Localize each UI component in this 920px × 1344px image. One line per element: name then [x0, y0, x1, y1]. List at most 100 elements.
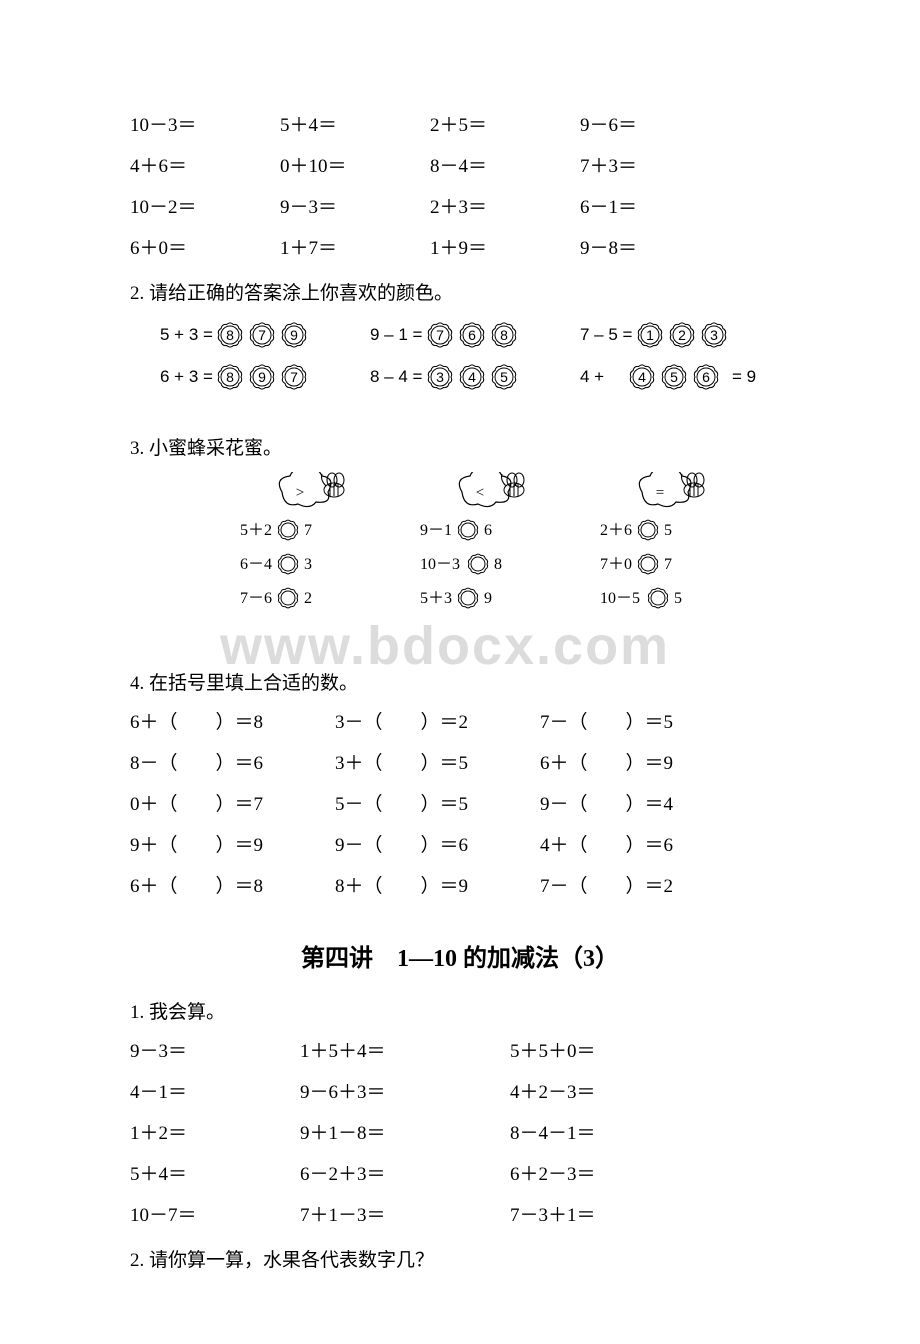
arith-cell: 1＋7＝ [280, 233, 430, 260]
fill-row: 8－（ ）＝63＋（ ）＝56＋（ ）＝9 [130, 748, 790, 775]
arith-cell: 6＋0＝ [130, 233, 280, 260]
svg-text:6: 6 [484, 522, 492, 539]
svg-text:7: 7 [664, 556, 672, 573]
arith-cell: 5＋4＝ [130, 1159, 300, 1186]
svg-text:>: > [296, 485, 304, 501]
s4q1-label: 1. 我会算。 [130, 997, 790, 1024]
arith-cell: 9－6＝ [580, 110, 730, 137]
fill-row: 0＋（ ）＝75－（ ）＝59－（ ）＝4 [130, 789, 790, 816]
svg-text:6: 6 [468, 327, 476, 343]
arith-cell: 4＋6＝ [130, 151, 280, 178]
arith-cell: 8－4－1＝ [510, 1118, 710, 1145]
svg-text:4: 4 [638, 369, 646, 385]
arith-row: 10－3＝5＋4＝2＋5＝9－6＝ [130, 110, 790, 137]
arith-row: 4＋6＝0＋10＝8－4＝7＋3＝ [130, 151, 790, 178]
svg-text:10－3: 10－3 [420, 556, 460, 573]
arith-cell: 1＋9＝ [430, 233, 580, 260]
section1: 10－3＝5＋4＝2＋5＝9－6＝4＋6＝0＋10＝8－4＝7＋3＝10－2＝9… [130, 110, 790, 260]
arith-cell: 9－3＝ [130, 1036, 300, 1063]
svg-text:4 +: 4 + [580, 367, 604, 386]
fill-cell: 4＋（ ）＝6 [540, 830, 745, 857]
s4q2-label: 2. 请你算一算，水果各代表数字几？ [130, 1245, 790, 1272]
arith-row: 10－7＝7＋1－3＝7－3＋1＝ [130, 1200, 790, 1227]
svg-text:5: 5 [674, 590, 682, 607]
fill-cell: 5－（ ）＝5 [335, 789, 540, 816]
svg-text:2＋6: 2＋6 [600, 522, 632, 539]
svg-text:6: 6 [702, 369, 710, 385]
svg-text:7＋0: 7＋0 [600, 556, 632, 573]
arith-row: 4－1＝9－6＋3＝4＋2－3＝ [130, 1077, 790, 1104]
svg-text:7: 7 [304, 522, 312, 539]
fill-cell: 8＋（ ）＝9 [335, 871, 540, 898]
arith-cell: 1＋2＝ [130, 1118, 300, 1145]
q2-label: 2. 请给正确的答案涂上你喜欢的颜色。 [130, 278, 790, 305]
fill-cell: 3＋（ ）＝5 [335, 748, 540, 775]
q4-rows: 6＋（ ）＝83－（ ）＝27－（ ）＝58－（ ）＝63＋（ ）＝56＋（ ）… [130, 707, 790, 898]
svg-text:9: 9 [290, 327, 298, 343]
arith-cell: 9－3＝ [280, 192, 430, 219]
arith-row: 10－2＝9－3＝2＋3＝6－1＝ [130, 192, 790, 219]
arith-cell: 7＋3＝ [580, 151, 730, 178]
fill-row: 6＋（ ）＝83－（ ）＝27－（ ）＝5 [130, 707, 790, 734]
svg-text:7－6: 7－6 [240, 590, 272, 607]
svg-text:<: < [476, 485, 484, 501]
arith-cell: 10－2＝ [130, 192, 280, 219]
svg-text:7: 7 [436, 327, 444, 343]
arith-row: 6＋0＝1＋7＝1＋9＝9－8＝ [130, 233, 790, 260]
arith-cell: 6－2＋3＝ [300, 1159, 510, 1186]
svg-text:= 9: = 9 [732, 367, 756, 386]
svg-text:2: 2 [678, 327, 686, 343]
svg-text:3: 3 [710, 327, 718, 343]
svg-text:9－1: 9－1 [420, 522, 452, 539]
svg-text:3: 3 [436, 369, 444, 385]
arith-cell: 9＋1－8＝ [300, 1118, 510, 1145]
arith-cell: 7－3＋1＝ [510, 1200, 710, 1227]
svg-text:7: 7 [290, 369, 298, 385]
s4q1-rows: 9－3＝1＋5＋4＝5＋5＋0＝ 4－1＝9－6＋3＝4＋2－3＝ 1＋2＝9＋1－… [130, 1036, 790, 1227]
arith-row: 1＋2＝9＋1－8＝8－4－1＝ [130, 1118, 790, 1145]
arith-cell: 5＋5＋0＝ [510, 1036, 710, 1063]
svg-text:=: = [656, 485, 664, 501]
fill-cell: 9－（ ）＝6 [335, 830, 540, 857]
q4-label: 4. 在括号里填上合适的数。 [130, 668, 790, 695]
arith-cell: 7＋1－3＝ [300, 1200, 510, 1227]
fill-row: 6＋（ ）＝88＋（ ）＝97－（ ）＝2 [130, 871, 790, 898]
svg-text:8 – 4 =: 8 – 4 = [370, 367, 423, 386]
q3-label: 3. 小蜜蜂采花蜜。 [130, 433, 790, 460]
fill-cell: 9－（ ）＝4 [540, 789, 745, 816]
svg-text:8: 8 [226, 327, 234, 343]
svg-text:9: 9 [258, 369, 266, 385]
fill-cell: 6＋（ ）＝9 [540, 748, 745, 775]
fill-cell: 8－（ ）＝6 [130, 748, 335, 775]
arith-row: 5＋4＝6－2＋3＝6＋2－3＝ [130, 1159, 790, 1186]
svg-text:5＋2: 5＋2 [240, 522, 272, 539]
svg-text:8: 8 [226, 369, 234, 385]
fill-cell: 0＋（ ）＝7 [130, 789, 335, 816]
svg-text:8: 8 [494, 556, 502, 573]
svg-text:4: 4 [468, 369, 476, 385]
arith-cell: 5＋4＝ [280, 110, 430, 137]
arith-row: 9－3＝1＋5＋4＝5＋5＋0＝ [130, 1036, 790, 1063]
svg-text:1: 1 [646, 327, 654, 343]
arith-cell: 9－6＋3＝ [300, 1077, 510, 1104]
svg-text:6－4: 6－4 [240, 556, 272, 573]
svg-text:5: 5 [500, 369, 508, 385]
arith-cell: 10－3＝ [130, 110, 280, 137]
section-heading: 第四讲 1—10 的加减法（3） [130, 938, 790, 973]
arith-cell: 9－8＝ [580, 233, 730, 260]
fill-cell: 3－（ ）＝2 [335, 707, 540, 734]
arith-cell: 2＋5＝ [430, 110, 580, 137]
arith-cell: 6－1＝ [580, 192, 730, 219]
arith-cell: 0＋10＝ [280, 151, 430, 178]
svg-text:5＋3: 5＋3 [420, 590, 452, 607]
svg-text:10－5: 10－5 [600, 590, 640, 607]
arith-cell: 4＋2－3＝ [510, 1077, 710, 1104]
svg-text:9 – 1 =: 9 – 1 = [370, 325, 423, 344]
fill-cell: 9＋（ ）＝9 [130, 830, 335, 857]
fill-cell: 7－（ ）＝2 [540, 871, 745, 898]
arith-cell: 6＋2－3＝ [510, 1159, 710, 1186]
q2-figure: 5 + 3 =8799 – 1 =7687 – 5 =1236 + 3 =897… [160, 317, 790, 407]
svg-text:5 + 3 =: 5 + 3 = [160, 325, 213, 344]
fill-cell: 6＋（ ）＝8 [130, 707, 335, 734]
svg-text:6 + 3 =: 6 + 3 = [160, 367, 213, 386]
